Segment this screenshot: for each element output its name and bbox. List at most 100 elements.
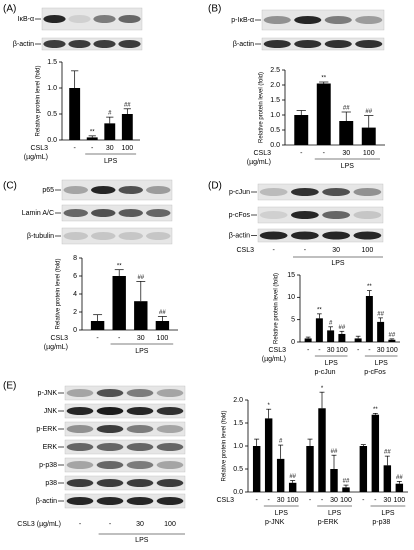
blot-band (118, 232, 143, 240)
group-label: LPS (341, 163, 355, 170)
blot-band (96, 479, 124, 487)
blot-band (355, 16, 383, 24)
y-tick-label: 5 (291, 317, 295, 324)
x-tick-label: 100 (287, 497, 299, 504)
blot-band (96, 389, 124, 397)
blot-band (156, 425, 184, 433)
blot-band (322, 188, 351, 196)
x-tick-label: 100 (121, 145, 133, 152)
x-tick-label: 30 (327, 347, 335, 354)
x-tick-label: - (368, 347, 371, 354)
group-name: p-p38 (372, 519, 390, 526)
blot-band (96, 497, 124, 505)
bar (252, 446, 261, 492)
significance: ** (317, 307, 322, 313)
blot-band (96, 407, 124, 415)
y-tick-label: 1.0 (47, 85, 57, 92)
bar (388, 339, 396, 342)
blot-band (263, 40, 291, 48)
lane-label: - (304, 247, 307, 254)
bar (134, 301, 148, 330)
blot-row-label: p-JNK (38, 390, 58, 397)
significance: ## (331, 449, 338, 455)
significance: # (279, 439, 283, 445)
lane-label: 100 (164, 521, 176, 528)
y-axis-label: Relative protein level (fold) (274, 273, 280, 344)
y-tick-label: 10 (287, 294, 295, 301)
group-name: p-cJun (314, 369, 335, 376)
blot-band (96, 443, 124, 451)
y-tick-label: 2.0 (233, 397, 243, 404)
blot-band (66, 425, 94, 433)
x-tick-label: - (318, 347, 321, 354)
significance: ** (367, 284, 372, 290)
blot-row-label: p-IκB-α (231, 17, 254, 24)
x-tick-label: 100 (340, 497, 352, 504)
significance: * (267, 403, 270, 409)
blot-band (126, 443, 154, 451)
x-tick-label: 100 (336, 347, 348, 354)
blot-band (353, 188, 382, 196)
blot-strip (64, 493, 186, 509)
blot-band (66, 461, 94, 469)
y-tick-label: 0.0 (233, 489, 243, 496)
x-row-unit: (µg/mL) (247, 159, 271, 166)
blot-strip (64, 439, 186, 455)
blot-row-label: β-actin (233, 41, 254, 48)
x-row-label: CSL3 (253, 150, 271, 157)
blot-band (322, 231, 351, 240)
group-name: p-ERK (318, 519, 339, 526)
bar (288, 482, 297, 492)
lane-group-label: LPS (331, 260, 345, 267)
y-tick-label: 0.0 (47, 137, 57, 144)
blot-strip (61, 204, 173, 222)
blot-band (63, 186, 88, 194)
blot-strip (61, 227, 173, 245)
significance: ## (137, 275, 144, 281)
panel-letter: (A) (3, 4, 16, 15)
x-tick-label: - (267, 497, 270, 504)
blot-band (259, 211, 288, 219)
bar (90, 321, 105, 330)
blot-band (126, 497, 154, 505)
significance: ## (339, 325, 346, 331)
y-tick-label: 0 (73, 327, 77, 334)
blot-strip (61, 179, 173, 201)
panel-letter: (B) (208, 4, 221, 15)
significance: ** (373, 407, 378, 413)
significance: ## (124, 102, 131, 108)
blot-band (156, 497, 184, 505)
blot-band (259, 188, 288, 196)
blot-band (146, 209, 171, 217)
blot-band (126, 425, 154, 433)
x-row-label: CSL3 (50, 335, 68, 342)
blot-band (91, 186, 116, 194)
blot-band (43, 40, 66, 48)
blot-band (146, 186, 171, 194)
blot-strip (64, 421, 186, 437)
x-tick-label: 100 (393, 497, 405, 504)
y-tick-label: 0.0 (270, 142, 280, 149)
x-tick-label: 30 (330, 497, 338, 504)
blot-row-label: β-actin (229, 232, 250, 239)
blot-band (156, 443, 184, 451)
y-tick-label: 1.5 (47, 59, 57, 66)
bar (395, 483, 404, 492)
y-tick-label: 2 (73, 309, 77, 316)
blot-band (156, 461, 184, 469)
blot-band (290, 188, 319, 196)
x-tick-label: 30 (342, 150, 350, 157)
blot-band (263, 16, 291, 24)
blot-band (324, 16, 352, 24)
blot-band (118, 40, 141, 48)
x-tick-label: - (323, 150, 326, 157)
blot-band (355, 40, 383, 48)
y-axis-label: Relative protein level (fold) (56, 258, 62, 329)
y-tick-label: 1.5 (233, 420, 243, 427)
blot-band (259, 231, 288, 240)
x-tick-label: - (362, 497, 365, 504)
blot-band (96, 425, 124, 433)
blot-strip (41, 7, 143, 31)
x-row-unit: (µg/mL) (24, 154, 48, 161)
